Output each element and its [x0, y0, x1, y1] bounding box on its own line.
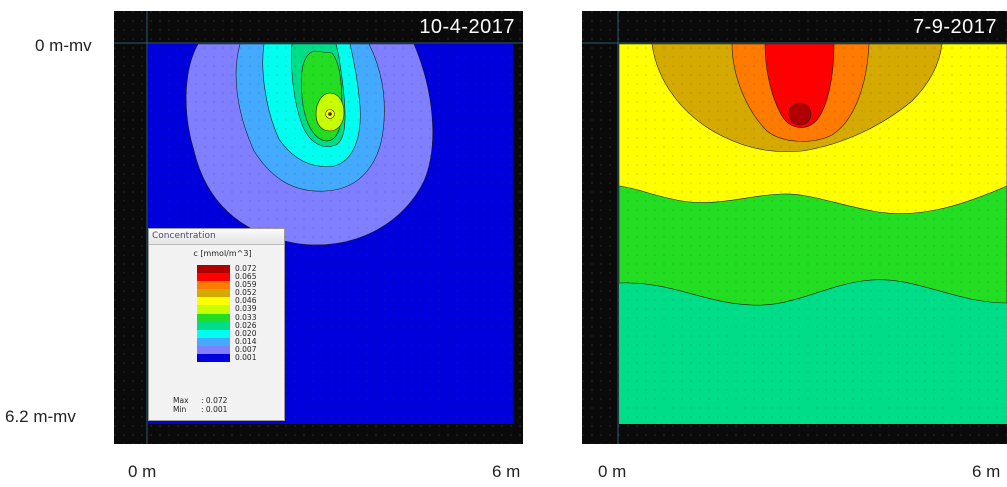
- panel2-x-axis-right-label: 6 m: [972, 462, 1001, 481]
- panel-1-date: 10-4-2017: [419, 16, 515, 38]
- legend-swatch: [197, 337, 230, 346]
- legend-max-value: : 0.072: [201, 396, 228, 405]
- legend-swatch: [197, 305, 230, 314]
- panel2-x-axis-left-label: 0 m: [598, 462, 627, 481]
- panel-2-contour-svg: [582, 11, 1007, 444]
- legend-value: 0.014: [235, 336, 257, 346]
- legend-min-label: Min: [173, 405, 187, 414]
- legend-stats: Max : 0.072 Min : 0.001: [173, 396, 227, 414]
- legend-min-value: : 0.001: [201, 405, 228, 414]
- legend-unit: c [mmol/m^3]: [193, 249, 252, 258]
- legend-title: Concentration: [149, 229, 284, 245]
- legend-swatch: [197, 329, 230, 338]
- legend-swatch: [197, 345, 230, 355]
- legend-swatch: [197, 265, 230, 274]
- legend-value: 0.072: [235, 264, 257, 273]
- panel-2-plot: 7-9-2017: [582, 11, 1007, 444]
- legend-swatch: [197, 313, 230, 322]
- legend-value: 0.059: [235, 280, 257, 290]
- legend-value: 0.033: [235, 312, 257, 322]
- legend-value: 0.007: [235, 344, 257, 354]
- legend-value: 0.039: [235, 304, 257, 314]
- panel-2-date: 7-9-2017: [912, 16, 997, 38]
- legend-max-label: Max: [173, 396, 189, 405]
- panel-1-plot: 10-4-2017 Concentration c [mmol/m^3] 0.0…: [114, 11, 523, 444]
- legend-swatch: [197, 289, 230, 298]
- legend-value: 0.020: [235, 328, 257, 338]
- legend-swatch: [197, 321, 230, 330]
- legend-value: 0.046: [235, 296, 257, 306]
- legend-value: 0.065: [235, 272, 257, 282]
- legend-value: 0.001: [235, 353, 257, 363]
- legend-swatch: [197, 297, 230, 306]
- panel1-x-axis-left-label: 0 m: [128, 462, 157, 481]
- legend-swatch: [197, 281, 230, 290]
- concentration-legend: Concentration c [mmol/m^3] 0.072 0.065 0.0…: [148, 228, 285, 421]
- legend-value: 0.026: [235, 320, 257, 330]
- panel1-x-axis-right-label: 6 m: [492, 462, 521, 481]
- y-axis-top-label: 0 m-mv: [35, 36, 92, 55]
- y-axis-bottom-label: 6.2 m-mv: [5, 407, 76, 426]
- legend-swatch: [197, 354, 230, 363]
- legend-swatch: [197, 273, 230, 282]
- legend-value: 0.052: [235, 288, 257, 298]
